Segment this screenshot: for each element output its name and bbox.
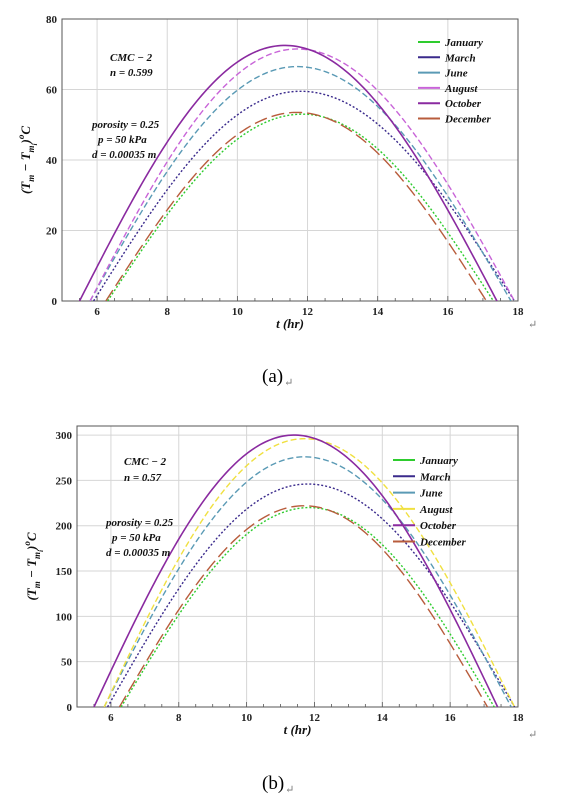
y-axis-label: (Tm − Tmi)oC	[22, 532, 45, 600]
legend-label-march: March	[444, 52, 476, 64]
y-axis-label-text: (Tm − Tmi)oC	[22, 532, 45, 600]
x-axis-label: t (hr)	[284, 722, 312, 737]
return-mark: ↵	[528, 729, 538, 741]
y-axis-label: (Tm − Tmi)oC	[16, 126, 39, 194]
y-axis-label-text: (Tm − Tmi)oC	[16, 126, 39, 194]
x-tick-label: 12	[302, 306, 314, 318]
caption-b-return-mark: ↵	[285, 784, 295, 796]
plot-frame	[76, 425, 519, 708]
plot-frame	[61, 18, 519, 302]
annotation-text: CMC − 2	[110, 52, 153, 64]
series-line-january	[107, 113, 495, 301]
annotation-text: n = 0.599	[110, 67, 153, 79]
series-line-october	[93, 434, 499, 707]
chart-panel-b: 6 8 10 12 14 16 18 0 50 100 150 200 250 300 t (hr) (Tm …	[0, 400, 571, 799]
x-tick-label: 12	[309, 712, 321, 724]
annotation-text: n = 0.57	[124, 472, 162, 484]
y-tick-label: 0	[52, 296, 58, 308]
caption-a: (a)↵	[262, 366, 293, 389]
x-tick-label: 18	[513, 306, 525, 318]
x-tick-label: 14	[377, 712, 389, 724]
legend-label-march: March	[419, 471, 451, 483]
x-tick-label: 16	[442, 306, 454, 318]
chart-b-svg: 6 8 10 12 14 16 18 0 50 100 150 200 250 300 t (hr) (Tm …	[22, 425, 525, 737]
legend-label-october: October	[420, 520, 457, 532]
y-tick-label: 40	[46, 155, 58, 167]
series-line-june	[103, 456, 512, 707]
annotation-text: p = 50 kPa	[97, 134, 147, 146]
annotation-text: d = 0.00035 m	[106, 547, 171, 559]
series-line-january	[120, 506, 495, 707]
legend-label-december: December	[419, 537, 467, 549]
y-tick-label: 80	[46, 14, 58, 26]
x-tick-label: 6	[108, 712, 114, 724]
caption-b-text: (b)	[262, 773, 285, 794]
y-tick-label: 0	[67, 702, 73, 714]
y-tick-label: 300	[56, 430, 73, 442]
legend-label-december: December	[444, 114, 492, 126]
annotation-text: p = 50 kPa	[111, 532, 161, 544]
x-tick-label: 10	[232, 306, 244, 318]
annotation-text: CMC − 2	[124, 456, 167, 468]
plot-area	[76, 425, 519, 708]
series-line-december	[105, 111, 488, 301]
y-tick-label: 20	[46, 226, 58, 238]
series-line-june	[89, 65, 512, 301]
annotation-text: porosity = 0.25	[105, 517, 174, 529]
legend-label-january: January	[419, 455, 458, 467]
series-line-december	[118, 505, 489, 707]
legend-label-august: August	[444, 83, 478, 95]
x-tick-label: 10	[241, 712, 253, 724]
series-line-march	[92, 90, 516, 301]
chart-a-svg: 6 8 10 12 14 16 18 0 20 40 60 80 t (hr) (Tm − Tmi)oC C…	[16, 14, 525, 331]
legend-label-june: June	[419, 488, 443, 500]
y-tick-label: 100	[56, 611, 73, 623]
annotation-text: d = 0.00035 m	[92, 149, 157, 161]
caption-b: (b)↵	[262, 773, 294, 796]
y-tick-label: 250	[56, 475, 73, 487]
x-axis-label: t (hr)	[276, 316, 304, 331]
legend-label-october: October	[445, 98, 482, 110]
legend-label-august: August	[419, 504, 453, 516]
caption-a-return-mark: ↵	[284, 377, 294, 389]
x-tick-label: 6	[94, 306, 100, 318]
y-tick-label: 150	[56, 566, 73, 578]
y-tick-label: 50	[61, 657, 73, 669]
x-tick-label: 8	[164, 306, 170, 318]
series-line-august	[89, 48, 516, 301]
annotation-text: porosity = 0.25	[91, 119, 160, 131]
x-tick-label: 8	[176, 712, 182, 724]
x-tick-label: 14	[372, 306, 384, 318]
chart-panel-a: 6 8 10 12 14 16 18 0 20 40 60 80 t (hr) (Tm − Tmi)oC C…	[16, 14, 538, 389]
y-tick-label: 200	[56, 521, 73, 533]
return-mark: ↵	[528, 319, 538, 331]
legend-label-january: January	[444, 37, 483, 49]
x-tick-label: 18	[513, 712, 525, 724]
series-line-august	[103, 437, 516, 707]
y-tick-label: 60	[46, 85, 58, 97]
caption-a-text: (a)	[262, 366, 284, 387]
legend-label-june: June	[444, 68, 468, 80]
series-line-march	[106, 483, 516, 707]
series-line-october	[78, 44, 498, 301]
x-tick-label: 16	[445, 712, 457, 724]
